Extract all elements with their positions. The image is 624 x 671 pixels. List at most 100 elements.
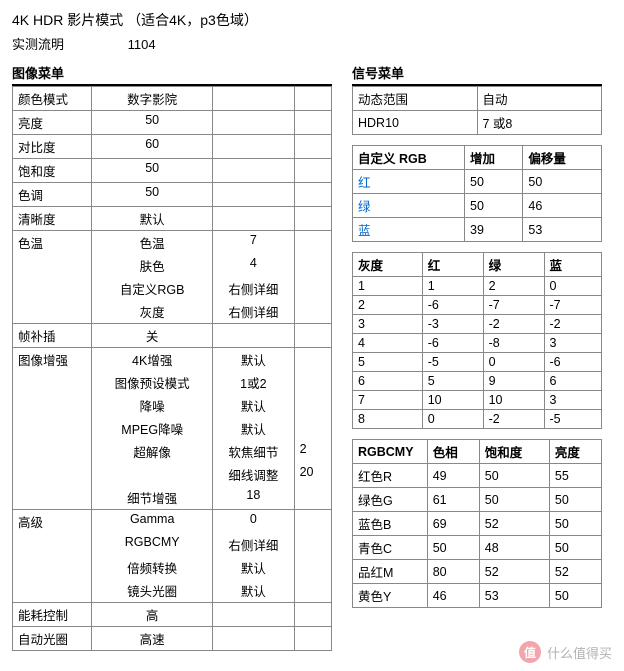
cell: 55 xyxy=(549,464,601,488)
cell: 7 或8 xyxy=(477,111,602,135)
cell: 青色C xyxy=(353,536,428,560)
cell: 自定义RGB xyxy=(92,277,213,300)
cell: 61 xyxy=(427,488,479,512)
cell: 1 xyxy=(422,277,483,296)
rgb-h1: 自定义 RGB xyxy=(353,146,465,170)
cell: 7 xyxy=(213,231,294,255)
cell: 4 xyxy=(213,254,294,277)
cell: 5 xyxy=(353,353,423,372)
cell: 肤色 xyxy=(92,254,213,277)
cell: 默认 xyxy=(92,207,213,231)
cell: RGBCMY xyxy=(92,533,213,556)
cell: 图像预设模式 xyxy=(92,371,213,394)
cell: 降噪 xyxy=(92,394,213,417)
cell: 镜头光圈 xyxy=(92,579,213,603)
cell: 红色R xyxy=(353,464,428,488)
cell: -2 xyxy=(483,410,544,429)
cell: 对比度 xyxy=(13,135,92,159)
cell: 46 xyxy=(523,194,602,218)
cell: 10 xyxy=(422,391,483,410)
cell: 1 xyxy=(353,277,423,296)
cell: 2 xyxy=(294,440,331,463)
cell: 49 xyxy=(427,464,479,488)
cell: 50 xyxy=(549,584,601,608)
cell: -8 xyxy=(483,334,544,353)
cell: 48 xyxy=(479,536,549,560)
cell: 50 xyxy=(549,488,601,512)
cell: 1或2 xyxy=(213,371,294,394)
image-menu-header: 图像菜单 xyxy=(12,63,332,86)
cell: 品红M xyxy=(353,560,428,584)
cell: 默认 xyxy=(213,556,294,579)
cell: 50 xyxy=(92,183,213,207)
cell: 右侧详细 xyxy=(213,300,294,324)
rgbcmy-h3: 饱和度 xyxy=(479,440,549,464)
cell: 关 xyxy=(92,324,213,348)
gray-table: 灰度 红 绿 蓝 11202-6-7-73-3-2-24-6-835-50-66… xyxy=(352,252,602,429)
cell: 能耗控制 xyxy=(13,603,92,627)
cell: 4K增强 xyxy=(92,348,213,372)
lumens-row: 实测流明 1104 xyxy=(12,34,612,53)
cell: 69 xyxy=(427,512,479,536)
rgbcmy-h2: 色相 xyxy=(427,440,479,464)
cell: 4 xyxy=(353,334,423,353)
cell: 黄色Y xyxy=(353,584,428,608)
cell: 50 xyxy=(549,536,601,560)
cell: 46 xyxy=(427,584,479,608)
cell: 绿色G xyxy=(353,488,428,512)
cell: 6 xyxy=(353,372,423,391)
cell: 18 xyxy=(213,486,294,510)
cell: 细节增强 xyxy=(92,486,213,510)
cell: 52 xyxy=(479,560,549,584)
cell: 帧补插 xyxy=(13,324,92,348)
cell: 细线调整 xyxy=(213,463,294,486)
cell: 10 xyxy=(483,391,544,410)
cell: 默认 xyxy=(213,579,294,603)
cell: 倍频转换 xyxy=(92,556,213,579)
cell: 超解像 xyxy=(92,440,213,463)
cell: 0 xyxy=(213,510,294,534)
cell: 高 xyxy=(92,603,213,627)
cell: 80 xyxy=(427,560,479,584)
rgbcmy-table: RGBCMY 色相 饱和度 亮度 红色R495055绿色G615050蓝色B69… xyxy=(352,439,602,608)
cell: 50 xyxy=(549,512,601,536)
cell: 高级 xyxy=(13,510,92,534)
cell: 5 xyxy=(422,372,483,391)
cell: 红 xyxy=(353,170,465,194)
cell: 53 xyxy=(479,584,549,608)
cell: 饱和度 xyxy=(13,159,92,183)
cell: 软焦细节 xyxy=(213,440,294,463)
cell: 蓝色B xyxy=(353,512,428,536)
cell: -3 xyxy=(422,315,483,334)
cell: -2 xyxy=(483,315,544,334)
cell: -7 xyxy=(544,296,602,315)
cell: 50 xyxy=(523,170,602,194)
rgbcmy-h1: RGBCMY xyxy=(353,440,428,464)
cell: -5 xyxy=(544,410,602,429)
cell: 蓝 xyxy=(353,218,465,242)
cell: -5 xyxy=(422,353,483,372)
cell: 3 xyxy=(544,391,602,410)
cell: 默认 xyxy=(213,394,294,417)
signal-table: 动态范围自动 HDR107 或8 xyxy=(352,86,602,135)
gray-h1: 灰度 xyxy=(353,253,423,277)
cell: MPEG降噪 xyxy=(92,417,213,440)
cell: 50 xyxy=(427,536,479,560)
cell: 清晰度 xyxy=(13,207,92,231)
cell: 9 xyxy=(483,372,544,391)
lumens-label: 实测流明 xyxy=(12,37,64,52)
watermark-icon: 值 xyxy=(519,641,541,663)
cell: 7 xyxy=(353,391,423,410)
lumens-value: 1104 xyxy=(128,37,156,52)
cell: 2 xyxy=(353,296,423,315)
left-column: 图像菜单 颜色模式数字影院 亮度50 对比度60 饱和度50 色调50 清晰度默… xyxy=(12,63,332,661)
cell: -2 xyxy=(544,315,602,334)
rgb-h2: 增加 xyxy=(465,146,523,170)
cell: 39 xyxy=(465,218,523,242)
gray-h2: 红 xyxy=(422,253,483,277)
cell: 2 xyxy=(483,277,544,296)
rgbcmy-h4: 亮度 xyxy=(549,440,601,464)
rgb-h3: 偏移量 xyxy=(523,146,602,170)
cell: 自动 xyxy=(477,87,602,111)
cell: 高速 xyxy=(92,627,213,651)
